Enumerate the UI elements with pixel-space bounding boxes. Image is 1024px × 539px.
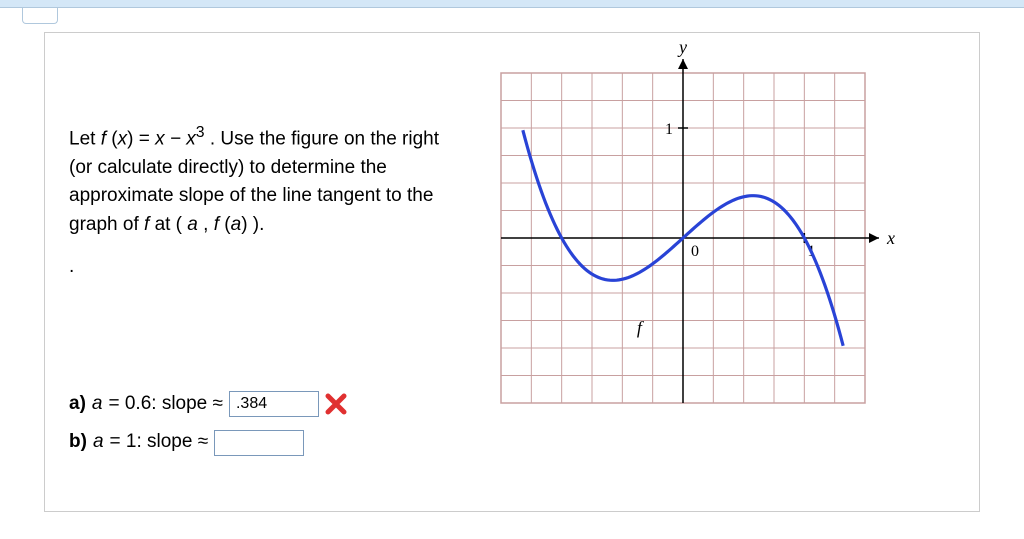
app-top-bar: [0, 0, 1024, 8]
text-let: Let: [69, 128, 101, 149]
svg-text:0: 0: [691, 243, 699, 260]
pt-f: f: [214, 214, 219, 235]
func-f: f: [101, 128, 106, 149]
answer-b-eq: = 1: slope ≈: [110, 428, 209, 457]
answer-a-label: a): [69, 390, 86, 419]
tab-handle[interactable]: [22, 8, 58, 24]
chart-svg: 110yxf: [465, 43, 905, 423]
problem-card: Let f (x) = x − x3 . Use the figure on t…: [44, 32, 980, 512]
f-at: f: [144, 214, 149, 235]
svg-text:1: 1: [665, 121, 673, 138]
answer-b-var: a: [93, 428, 104, 457]
answer-b-label: b): [69, 428, 87, 457]
pt-a: a: [187, 214, 198, 235]
wrong-icon: [325, 393, 347, 415]
svg-text:x: x: [886, 228, 895, 248]
text-at: at (: [155, 214, 188, 235]
answer-b-row: b) a = 1: slope ≈: [69, 428, 449, 457]
graph: 110yxf: [465, 43, 905, 423]
answer-a-eq: = 0.6: slope ≈: [108, 390, 222, 419]
answer-a-var: a: [92, 390, 103, 419]
pt-fa: a: [231, 214, 242, 235]
func-x: x: [118, 128, 128, 149]
answer-a-row: a) a = 0.6: slope ≈: [69, 390, 449, 419]
answers: a) a = 0.6: slope ≈ b) a = 1: slope ≈: [69, 390, 449, 457]
rhs-xx: x − x: [155, 128, 196, 149]
rhs-expo: 3: [196, 124, 205, 141]
answer-b-input[interactable]: [214, 430, 304, 456]
answer-a-input[interactable]: [229, 391, 319, 417]
svg-text:y: y: [677, 43, 687, 57]
problem-text: Let f (x) = x − x3 . Use the figure on t…: [69, 43, 449, 467]
text-close: ).: [253, 214, 265, 235]
